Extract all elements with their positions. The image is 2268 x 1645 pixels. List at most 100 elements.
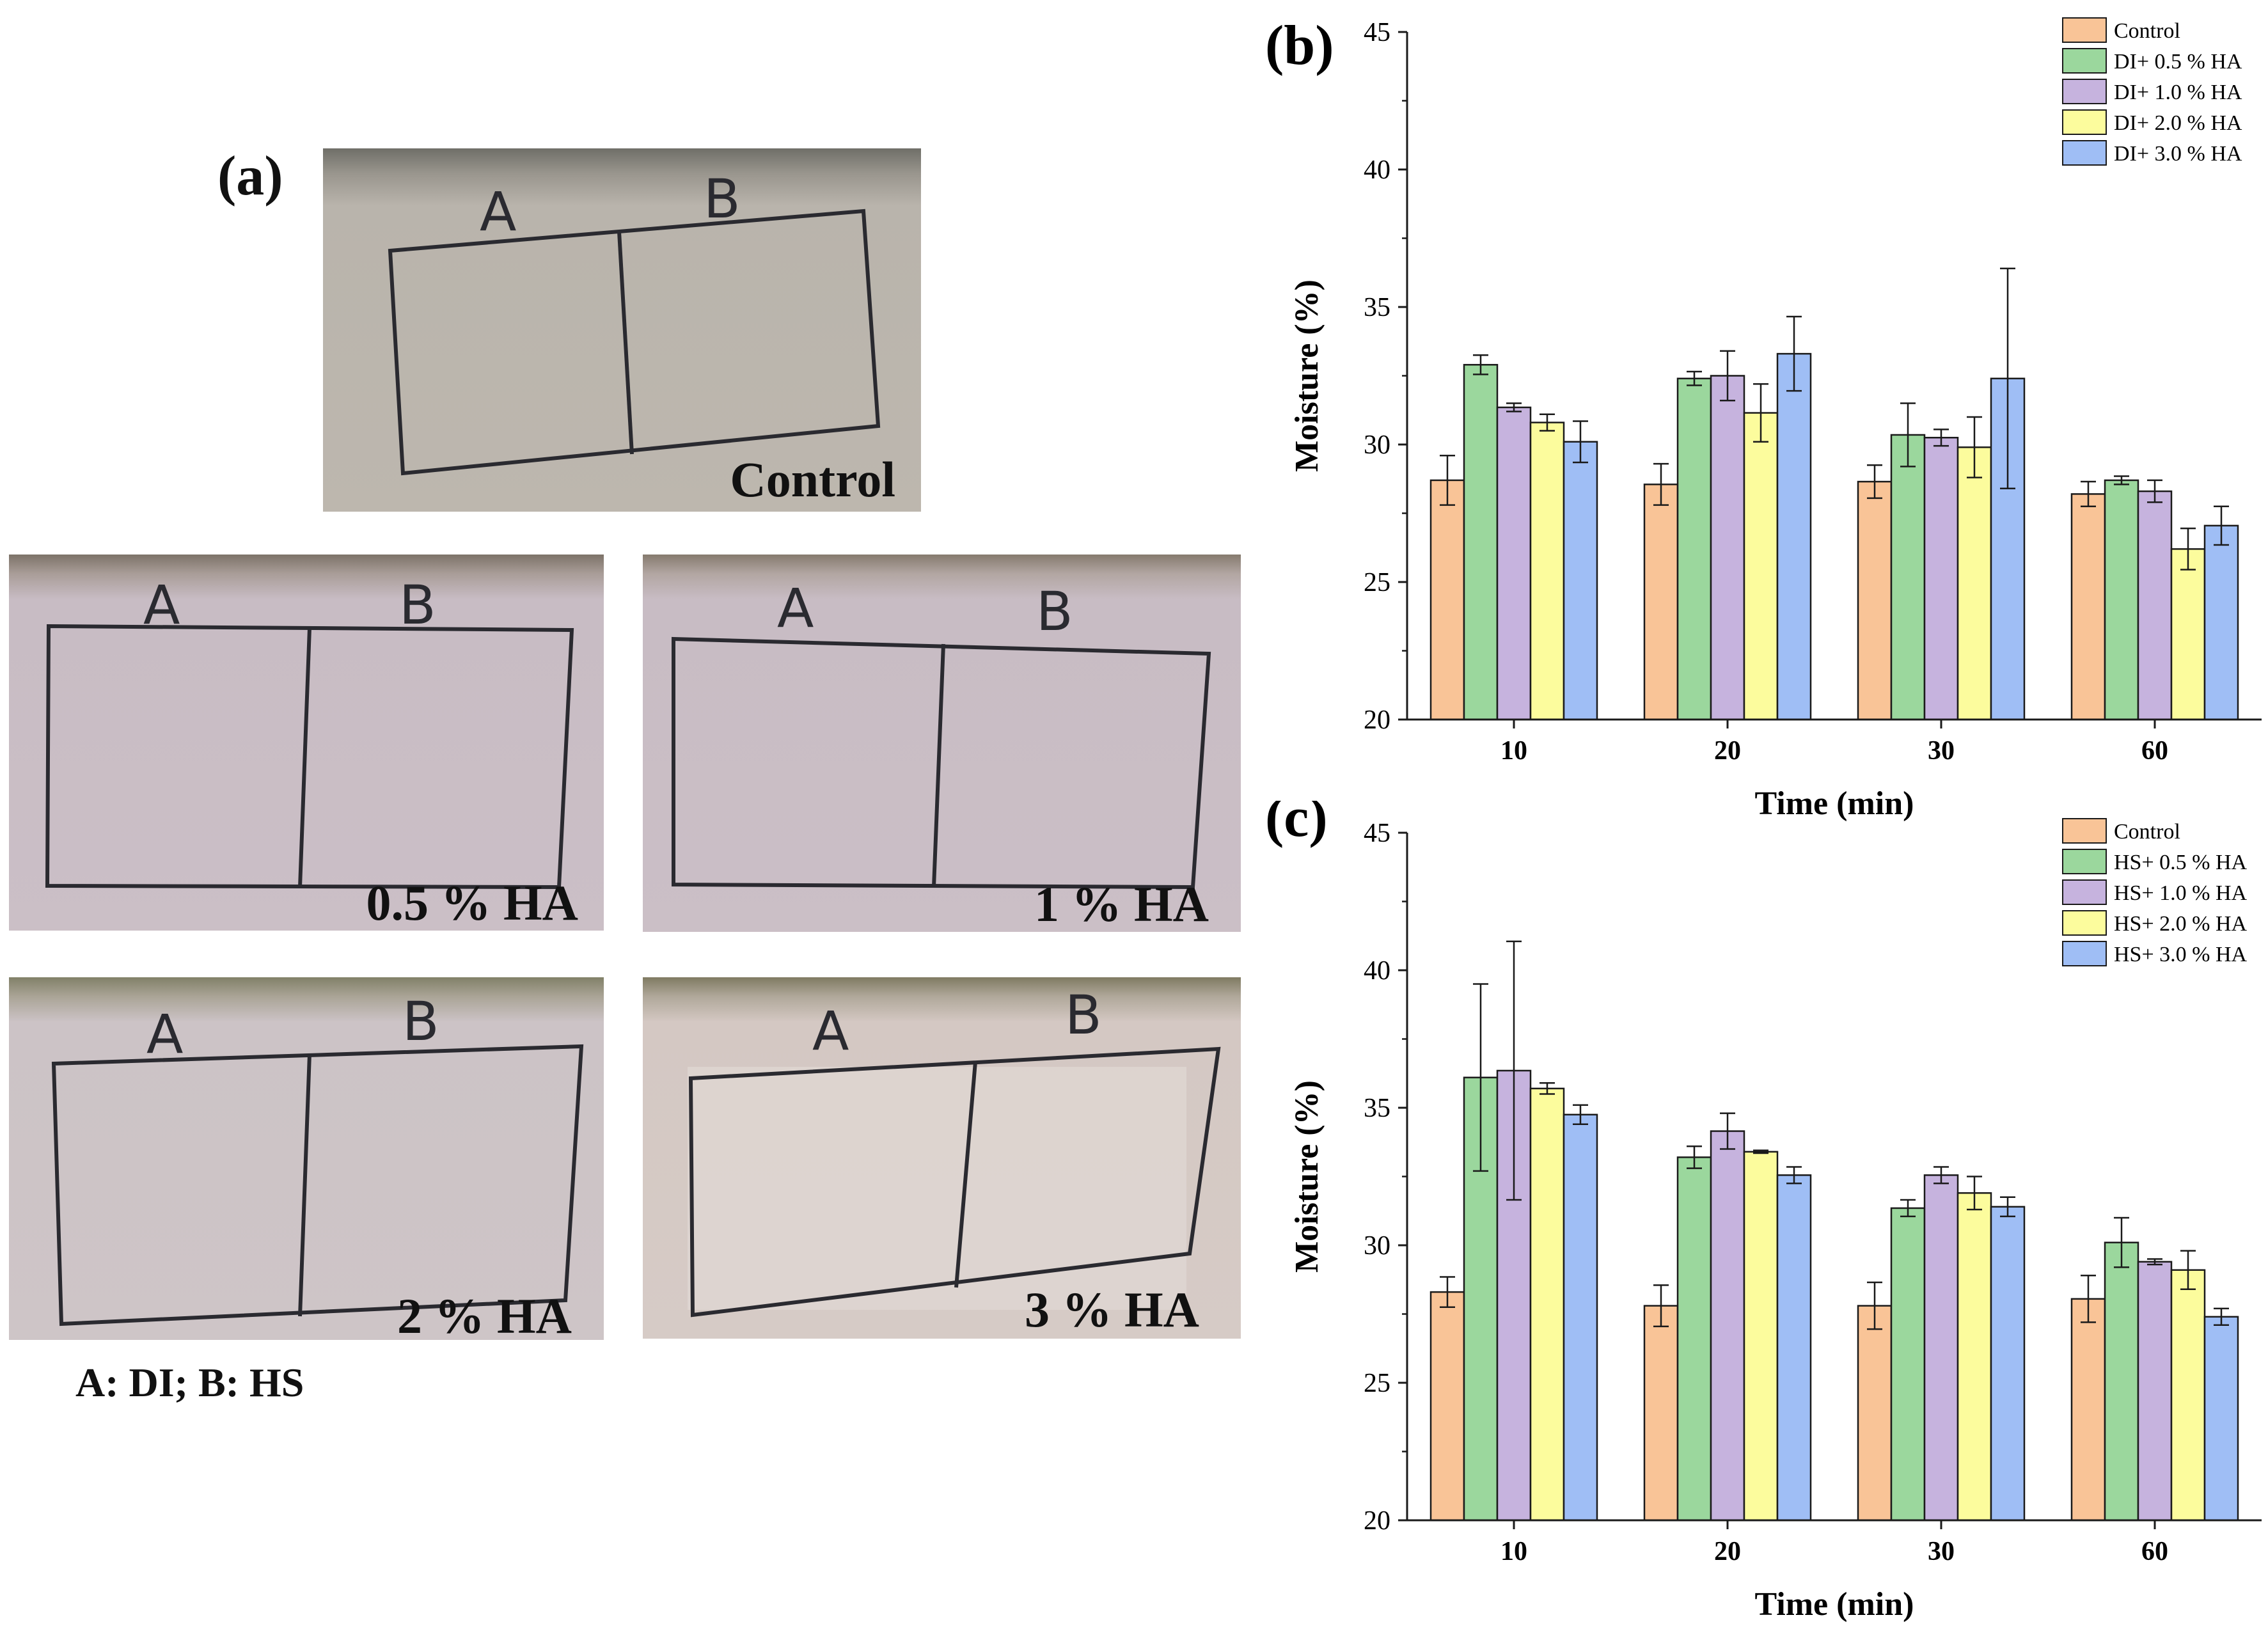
legend-swatch: [2062, 109, 2107, 135]
x-axis-title: Time (min): [1755, 1586, 1914, 1623]
zone-b-label: B: [1065, 984, 1102, 1046]
x-tick-label: 20: [1714, 1537, 1741, 1566]
y-tick-label: 20: [1364, 705, 1390, 735]
x-axis-title: Time (min): [1755, 785, 1914, 822]
legend-label: DI+ 1.0 % HA: [2114, 81, 2242, 104]
y-tick-label: 35: [1364, 293, 1390, 322]
bar: [1643, 484, 1679, 721]
x-tick-label: 30: [1928, 1537, 1955, 1566]
bar: [1743, 1151, 1779, 1522]
photo-1-ha: A B 1 % HA: [643, 555, 1241, 932]
x-tick-label: 10: [1500, 1537, 1527, 1566]
legend-swatch: [2062, 818, 2107, 844]
legend-label: Control: [2114, 820, 2180, 844]
y-axis-title: Moisture (%): [1289, 279, 1325, 472]
bar: [2203, 1316, 2239, 1522]
photo-2-ha: A B 2 % HA: [9, 977, 604, 1340]
y-tick-label: 45: [1364, 819, 1390, 848]
bar: [2137, 1261, 2173, 1522]
bar: [1990, 1206, 2026, 1522]
y-tick-label: 25: [1364, 1369, 1390, 1398]
x-tick-label: 30: [1928, 736, 1955, 766]
y-tick-label: 45: [1364, 18, 1390, 47]
bar: [1529, 421, 1565, 721]
bar: [1496, 406, 1532, 721]
legend-label: DI+ 2.0 % HA: [2114, 111, 2242, 135]
bar: [1643, 1305, 1679, 1522]
y-tick-label: 30: [1364, 1231, 1390, 1261]
legend-label: HS+ 1.0 % HA: [2114, 881, 2248, 905]
zone-a-label: A: [777, 577, 814, 640]
marker-grid: [672, 636, 1211, 890]
bar: [1563, 441, 1598, 721]
chart-c: (c) 20 25 30 35 40 45 10 20 30 60 Time (min) Moistur…: [1265, 801, 2262, 1623]
bar: [2104, 479, 2139, 721]
bar: [1676, 1156, 1712, 1522]
bar: [1429, 479, 1465, 721]
bar: [1743, 412, 1779, 721]
legend-swatch: [2062, 17, 2107, 43]
photo-caption: 3 % HA: [1025, 1282, 1199, 1337]
zone-b-label: B: [704, 168, 741, 230]
marker-grid: [51, 1044, 584, 1326]
legend-swatch: [2062, 879, 2107, 905]
bar: [1776, 352, 1812, 721]
legend-label: DI+ 0.5 % HA: [2114, 50, 2242, 74]
chart-b: (b) 20 25 30 35 40 45 10 20 30 60 Time (min) Moistur…: [1265, 15, 2262, 822]
legend-label: HS+ 2.0 % HA: [2114, 912, 2248, 936]
bar: [1563, 1114, 1598, 1522]
zone-b-label: B: [399, 574, 436, 636]
y-tick-label: 20: [1364, 1506, 1390, 1536]
zone-b-label: B: [1036, 580, 1073, 643]
y-tick-label: 40: [1364, 956, 1390, 986]
y-tick-label: 25: [1364, 568, 1390, 597]
zone-legend-note: A: DI; B: HS: [75, 1360, 304, 1405]
marker-grid: [688, 1046, 1221, 1318]
zone-a-label: A: [143, 574, 180, 636]
bar: [1710, 375, 1745, 721]
zone-a-label: A: [812, 1000, 849, 1062]
photo-3-ha: A B 3 % HA: [643, 977, 1241, 1339]
legend-label: Control: [2114, 19, 2180, 43]
bar: [1890, 434, 1926, 721]
bar: [1710, 1130, 1745, 1522]
panel-label: (b): [1265, 15, 1334, 77]
zone-b-label: B: [402, 990, 439, 1053]
bar: [2170, 548, 2206, 721]
bar: [1776, 1174, 1812, 1522]
photo-caption: 1 % HA: [1034, 876, 1209, 932]
bar: [1463, 364, 1499, 721]
bar: [1857, 1305, 1893, 1522]
bar: [1923, 437, 1959, 721]
y-tick-label: 40: [1364, 155, 1390, 185]
bar: [2104, 1241, 2139, 1522]
bar: [2070, 493, 2106, 721]
legend-swatch: [2062, 849, 2107, 874]
bar: [2070, 1298, 2106, 1522]
legend-label: HS+ 3.0 % HA: [2114, 943, 2248, 966]
x-tick-label: 20: [1714, 736, 1741, 766]
photo-caption: Control: [730, 452, 895, 507]
y-axis-title: Moisture (%): [1289, 1080, 1325, 1273]
bar: [2203, 524, 2239, 721]
legend-label: DI+ 3.0 % HA: [2114, 142, 2242, 166]
bar: [1529, 1087, 1565, 1522]
bar: [2170, 1269, 2206, 1522]
bar: [1857, 480, 1893, 721]
x-tick-label: 10: [1500, 736, 1527, 766]
photo-caption: 0.5 % HA: [366, 875, 579, 931]
legend-swatch: [2062, 910, 2107, 936]
legend-label: HS+ 0.5 % HA: [2114, 851, 2248, 874]
photo-0.5-ha: A B 0.5 % HA: [9, 555, 604, 931]
photo-caption: 2 % HA: [397, 1288, 572, 1340]
legend-swatch: [2062, 140, 2107, 166]
bar: [1429, 1291, 1465, 1522]
marker-grid: [45, 624, 574, 890]
photo-control: A B Control: [323, 148, 921, 512]
legend-swatch: [2062, 941, 2107, 966]
panel-a-label: (a): [217, 145, 283, 207]
zone-a-label: A: [480, 180, 517, 243]
marker-grid: [388, 209, 881, 476]
x-tick-label: 60: [2141, 1537, 2168, 1566]
x-tick-label: 60: [2141, 736, 2168, 766]
